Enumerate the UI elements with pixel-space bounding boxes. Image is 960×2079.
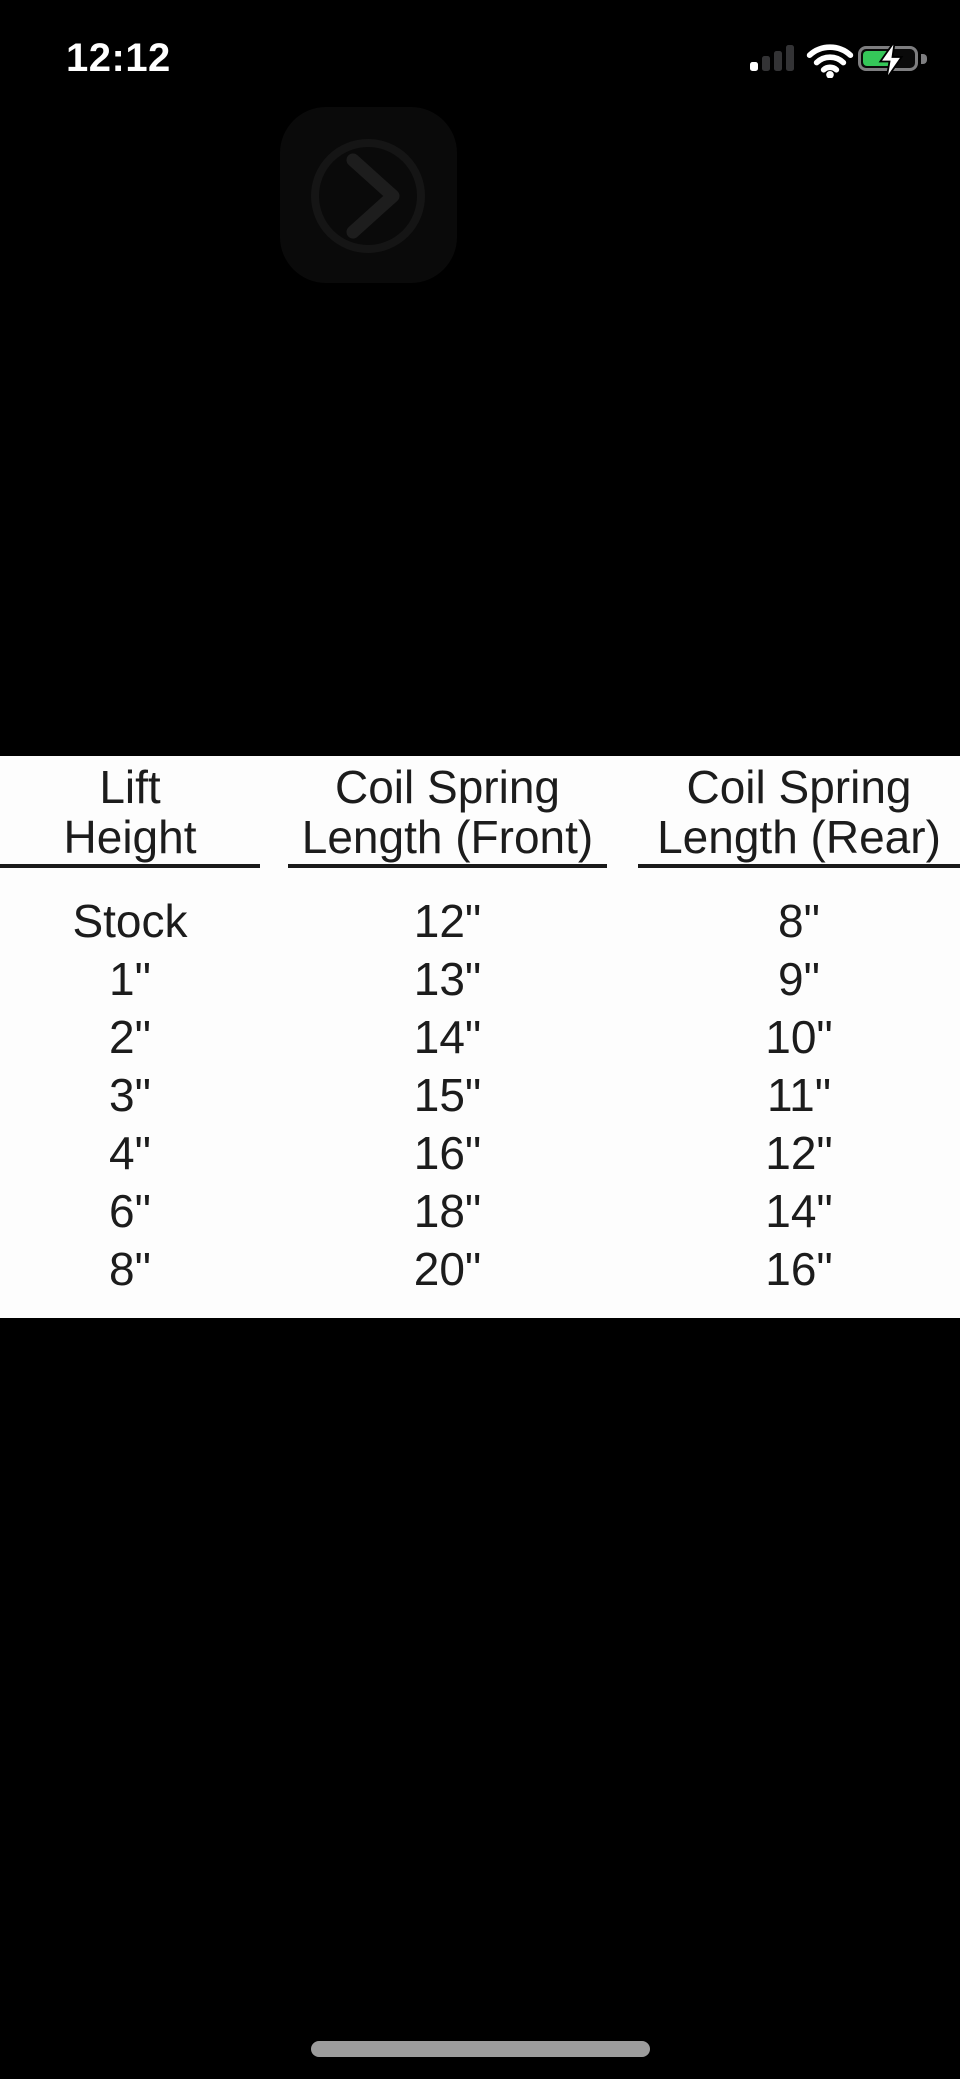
cell-front-length: 18": [413, 1185, 482, 1237]
chevron-right-icon: [346, 153, 400, 239]
cell-lift-height: 3": [109, 1069, 151, 1121]
cell-front-length: 12": [413, 895, 482, 947]
cell-rear-length: 16": [765, 1243, 833, 1295]
header-line: Lift: [99, 761, 161, 813]
cell-rear-length: 9": [778, 953, 820, 1005]
cell-rear-length: 10": [765, 1011, 833, 1063]
header-rear-length: Coil Spring Length (Rear): [638, 762, 960, 868]
wifi-icon: [806, 42, 854, 83]
header-front-length: Coil Spring Length (Front): [288, 762, 607, 868]
status-bar: 12:12: [0, 0, 960, 90]
signal-bar: [786, 45, 794, 71]
coil-spring-table-panel: Lift Height Coil Spring Length (Front) C…: [0, 756, 960, 1318]
header-line: Length (Front): [301, 811, 594, 863]
cell-front-length: 15": [413, 1069, 482, 1121]
table-row: 4" 16" 12": [0, 1124, 960, 1182]
cellular-signal-icon: [750, 45, 800, 71]
table-row: 1" 13" 9": [0, 950, 960, 1008]
column-gap: [607, 762, 638, 868]
battery-charging-icon: [858, 40, 918, 80]
cell-rear-length: 8": [778, 895, 820, 947]
header-line: Height: [63, 811, 197, 863]
table-row: 3" 15" 11": [0, 1066, 960, 1124]
cell-lift-height: 1": [109, 953, 151, 1005]
cell-rear-length: 11": [766, 1069, 832, 1121]
header-line: Coil Spring: [686, 761, 912, 813]
circle-outline: [311, 139, 425, 253]
cell-front-length: 13": [413, 953, 482, 1005]
signal-bar: [762, 56, 770, 71]
cell-lift-height: Stock: [72, 895, 188, 947]
cell-lift-height: 4": [109, 1127, 151, 1179]
signal-bar: [774, 51, 782, 71]
table-body: Stock 12" 8" 1" 13" 9" 2" 14" 10" 3" 15" 11" 4" 16" 12…: [0, 892, 960, 1298]
battery-cap: [921, 54, 927, 64]
cell-lift-height: 6": [109, 1185, 151, 1237]
table-row: 6" 18" 14": [0, 1182, 960, 1240]
table-header-row: Lift Height Coil Spring Length (Front) C…: [0, 756, 960, 868]
cell-rear-length: 12": [765, 1127, 833, 1179]
table-row: 2" 14" 10": [0, 1008, 960, 1066]
status-time: 12:12: [66, 36, 171, 80]
cell-rear-length: 14": [765, 1185, 833, 1237]
table-row: Stock 12" 8": [0, 892, 960, 950]
signal-bar: [750, 62, 758, 71]
cell-front-length: 16": [413, 1127, 482, 1179]
column-gap: [260, 762, 288, 868]
lightning-bolt-icon: [878, 40, 904, 84]
cell-lift-height: 2": [109, 1011, 151, 1063]
header-line: Coil Spring: [335, 761, 560, 813]
cell-front-length: 14": [413, 1011, 482, 1063]
next-button[interactable]: [280, 107, 457, 283]
header-line: Length (Rear): [657, 811, 941, 863]
table-row: 8" 20" 16": [0, 1240, 960, 1298]
home-indicator[interactable]: [311, 2041, 650, 2057]
header-lift-height: Lift Height: [0, 762, 260, 868]
cell-lift-height: 8": [109, 1243, 151, 1295]
cell-front-length: 20": [413, 1243, 482, 1295]
